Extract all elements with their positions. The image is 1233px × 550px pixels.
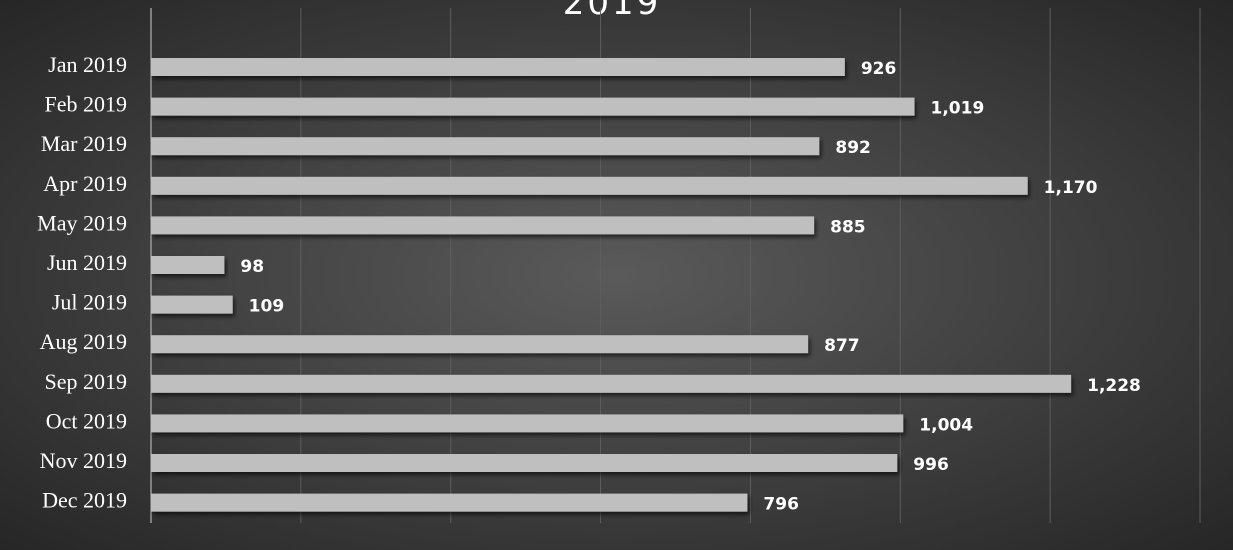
- bar: [151, 493, 748, 512]
- y-tick-label: Jun 2019: [47, 250, 127, 275]
- bar: [151, 374, 1072, 393]
- bar: [151, 295, 233, 314]
- value-label: 892: [835, 138, 871, 158]
- value-label: 109: [249, 297, 285, 317]
- value-label: 926: [861, 59, 897, 79]
- value-label: 996: [913, 455, 949, 475]
- y-tick-label: Jul 2019: [52, 290, 127, 315]
- y-tick-label: Dec 2019: [42, 488, 127, 513]
- bar: [151, 414, 904, 433]
- y-tick-label: Mar 2019: [41, 131, 127, 156]
- chart-title: 2019: [563, 0, 662, 23]
- y-tick-label: May 2019: [37, 210, 127, 235]
- value-label: 1,004: [919, 415, 973, 435]
- y-tick-label: Jan 2019: [48, 52, 127, 77]
- value-label: 885: [830, 217, 866, 237]
- bar: [151, 335, 809, 354]
- bar: [151, 454, 898, 472]
- y-tick-label: Apr 2019: [43, 171, 127, 196]
- bar: [151, 97, 915, 116]
- y-tick-label: Nov 2019: [40, 448, 127, 473]
- value-label: 98: [240, 257, 264, 277]
- value-label: 1,228: [1087, 376, 1141, 396]
- bar: [151, 176, 1028, 195]
- y-tick-label: Aug 2019: [40, 329, 127, 354]
- bar: [151, 216, 815, 235]
- bar: [151, 58, 845, 76]
- y-tick-label: Feb 2019: [45, 92, 128, 117]
- bar: [151, 137, 820, 156]
- value-label: 796: [763, 495, 799, 515]
- bar: [151, 256, 225, 274]
- value-label: 877: [824, 336, 860, 356]
- y-tick-label: Sep 2019: [45, 369, 128, 394]
- value-label: 1,019: [931, 99, 985, 119]
- value-label: 1,170: [1044, 178, 1098, 198]
- y-tick-label: Oct 2019: [46, 408, 127, 433]
